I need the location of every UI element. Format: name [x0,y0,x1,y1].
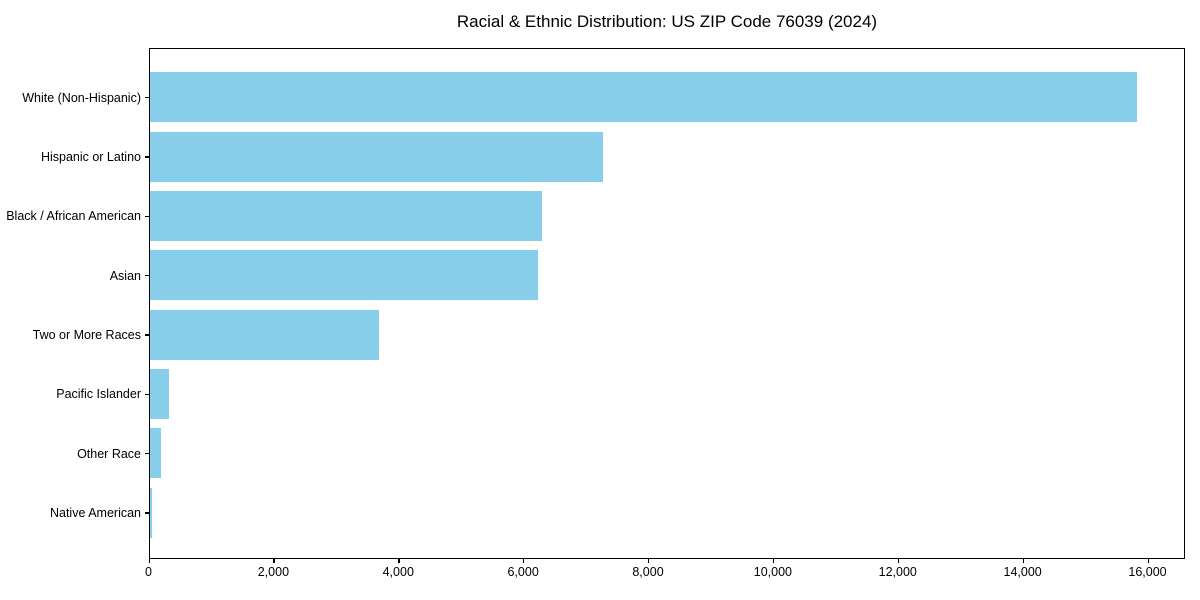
bar [149,368,169,419]
y-axis-tick [144,215,149,217]
x-axis-tick [398,559,400,563]
x-axis-tick [1147,559,1149,563]
y-axis-label: Native American [49,505,141,520]
x-axis-tick [1022,559,1024,563]
y-axis-tick [144,275,149,277]
y-axis-label: Other Race [77,446,141,461]
bar [149,190,543,241]
x-axis-tick [897,559,900,563]
y-axis-tick [144,393,149,396]
x-axis-tick [772,559,775,563]
x-axis-tick-label: 12,000 [878,565,917,579]
bar [149,131,604,182]
bar [149,72,1137,123]
y-axis-tick [144,334,149,336]
bar [149,487,152,538]
plot-area [148,48,1185,559]
y-axis-tick [144,453,149,455]
bar [149,250,538,301]
y-axis-label: Black / African American [6,209,141,224]
y-axis-tick [144,97,149,99]
x-axis-tick-label: 0 [145,565,152,579]
y-axis-label: Two or More Races [32,327,141,342]
x-axis-tick [648,559,650,563]
x-axis-tick-label: 6,000 [507,565,539,579]
x-axis-tick [523,559,525,563]
x-axis-tick-label: 16,000 [1128,565,1167,579]
y-axis-label: White (Non-Hispanic) [22,90,141,105]
y-axis-label: Asian [109,268,141,283]
chart-title: Racial & Ethnic Distribution: US ZIP Cod… [456,12,878,31]
x-axis-tick-label: 2,000 [257,565,290,579]
x-axis-tick-label: 8,000 [632,565,664,579]
y-axis-tick [144,156,149,158]
x-axis-tick [273,559,275,563]
y-axis-label: Pacific Islander [56,387,141,402]
x-axis-tick [148,559,150,563]
x-axis-tick-label: 10,000 [753,565,792,579]
bar [149,309,379,360]
y-axis-label: Hispanic or Latino [40,149,141,164]
x-axis-tick-label: 14,000 [1003,565,1042,579]
bar [149,428,161,479]
x-axis-tick-label: 4,000 [382,565,414,579]
y-axis-tick [144,512,149,514]
